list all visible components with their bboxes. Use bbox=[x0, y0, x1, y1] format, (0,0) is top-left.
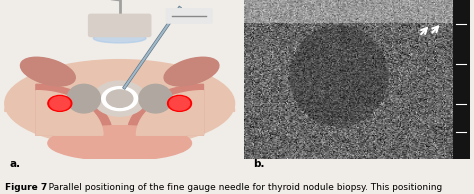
Circle shape bbox=[48, 95, 72, 111]
FancyBboxPatch shape bbox=[89, 14, 151, 37]
Ellipse shape bbox=[48, 126, 191, 161]
Text: Figure 7: Figure 7 bbox=[5, 183, 47, 192]
FancyBboxPatch shape bbox=[166, 9, 212, 23]
Wedge shape bbox=[127, 84, 203, 135]
Ellipse shape bbox=[164, 57, 219, 86]
Circle shape bbox=[93, 81, 146, 116]
Text: a.: a. bbox=[9, 159, 20, 169]
Wedge shape bbox=[137, 91, 203, 135]
Ellipse shape bbox=[93, 33, 146, 43]
Text: Parallel positioning of the fine gauge needle for thyroid nodule biopsy. This po: Parallel positioning of the fine gauge n… bbox=[40, 183, 443, 192]
Circle shape bbox=[50, 97, 70, 110]
Polygon shape bbox=[5, 67, 235, 111]
Circle shape bbox=[167, 95, 191, 111]
Ellipse shape bbox=[20, 57, 75, 86]
Ellipse shape bbox=[5, 60, 235, 147]
Ellipse shape bbox=[139, 84, 173, 113]
Text: b.: b. bbox=[254, 159, 265, 169]
Wedge shape bbox=[36, 91, 103, 135]
Circle shape bbox=[107, 90, 133, 107]
Wedge shape bbox=[36, 84, 112, 135]
Ellipse shape bbox=[67, 84, 100, 113]
Circle shape bbox=[170, 97, 190, 110]
Circle shape bbox=[102, 87, 137, 111]
